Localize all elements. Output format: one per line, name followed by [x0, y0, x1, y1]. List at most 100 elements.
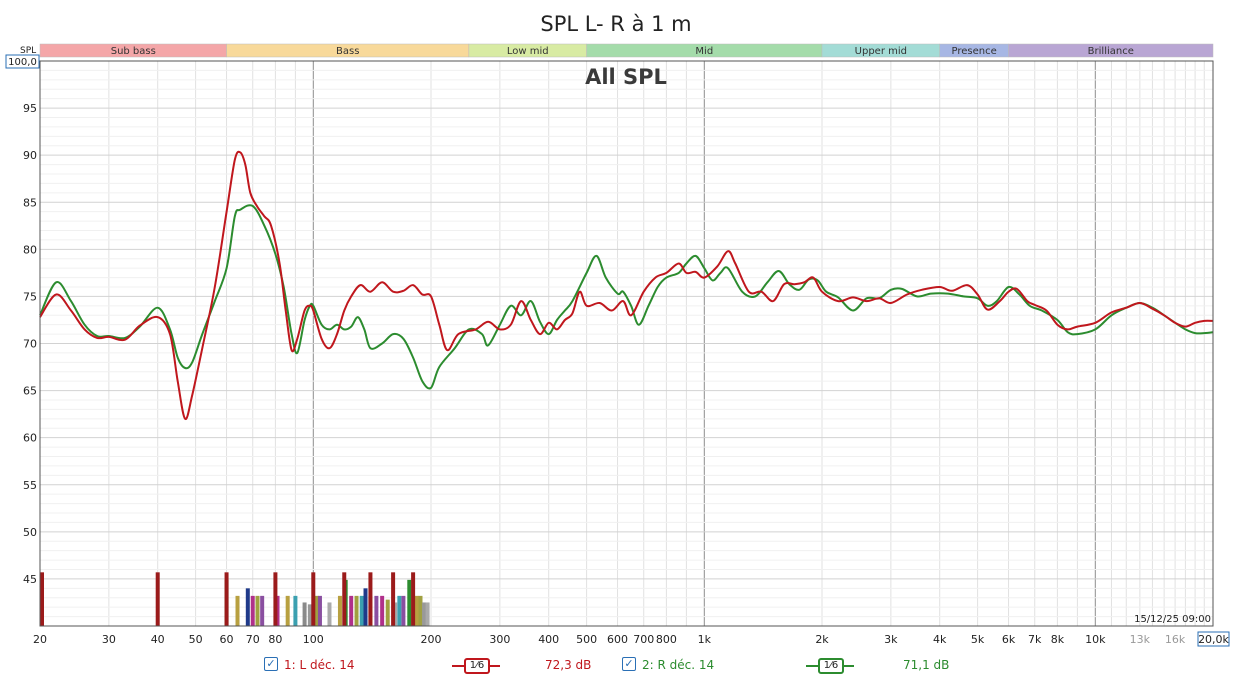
marker-bar: [275, 595, 280, 626]
plot-frame: [39, 60, 1214, 627]
x-tick-label: 500: [576, 633, 597, 646]
band-label: Low mid: [507, 46, 549, 57]
marker-bar: [425, 602, 430, 626]
series1-smoothing-value: 1⁄6: [464, 658, 490, 674]
marker-bar: [293, 595, 298, 626]
series-line-2: [39, 204, 1214, 390]
marker-bar: [260, 595, 265, 626]
frequency-markers: [40, 572, 430, 626]
x-tick-label: 40: [151, 633, 165, 646]
series-line-1: [39, 150, 1214, 420]
series2-checkbox[interactable]: ✓: [622, 657, 636, 671]
series2-smoothing[interactable]: 1⁄6: [806, 657, 854, 674]
x-tick-label: 200: [421, 633, 442, 646]
y-top-value: 100,0: [8, 57, 37, 68]
y-axis-unit: SPL: [20, 46, 36, 56]
series2-label: 2: R déc. 14: [642, 658, 715, 672]
marker-bar: [380, 595, 385, 626]
marker-bar: [337, 595, 342, 626]
marker-bar: [314, 595, 319, 626]
marker-bar: [285, 595, 290, 626]
y-tick-label: 85: [23, 196, 37, 209]
marker-bar-red: [273, 572, 278, 626]
band-label: Presence: [952, 46, 997, 57]
x-tick-label: 30: [102, 633, 116, 646]
marker-bar: [235, 595, 240, 626]
marker-bar: [374, 595, 379, 626]
marker-bar: [327, 602, 332, 626]
x-tick-label: 800: [656, 633, 677, 646]
x-tick-label: 50: [189, 633, 203, 646]
spl-chart[interactable]: SPL L- R à 1 m SPL Sub bass Bass Low mid Mi…: [0, 0, 1233, 651]
x-tick-label: 100: [303, 633, 324, 646]
y-tick-label: 70: [23, 338, 37, 351]
marker-bar-red: [40, 572, 44, 626]
check-icon: ✓: [624, 657, 634, 670]
series1-label: 1: L déc. 14: [284, 658, 355, 672]
grid-lines: [40, 61, 1213, 626]
x-right-value-box[interactable]: 20,0k: [1197, 631, 1230, 647]
marker-bar: [349, 595, 354, 626]
band-label: Mid: [695, 46, 713, 57]
marker-bar: [302, 602, 307, 626]
series1-smoothing[interactable]: 1⁄6: [452, 657, 500, 674]
series1-checkbox[interactable]: ✓: [264, 657, 278, 671]
marker-bar: [245, 588, 250, 626]
frequency-bands: Sub bass Bass Low mid Mid Upper mid Presence B…: [39, 43, 1214, 58]
overlay-label: All SPL: [585, 65, 667, 89]
x-tick-label: 2k: [815, 633, 829, 646]
marker-bar: [407, 579, 412, 626]
marker-bar: [317, 595, 322, 626]
marker-bar: [255, 595, 260, 626]
x-tick-label: 16k: [1165, 633, 1186, 646]
marker-bar: [385, 599, 390, 626]
x-tick-label: 6k: [1002, 633, 1016, 646]
marker-bar: [363, 588, 368, 626]
x-right-value: 20,0k: [1198, 633, 1229, 646]
series2-smoothing-value: 1⁄6: [818, 658, 844, 674]
band-label: Brilliance: [1088, 46, 1134, 57]
check-icon: ✓: [266, 657, 276, 670]
marker-bar: [418, 595, 423, 626]
series2-level: 71,1 dB: [903, 658, 950, 672]
marker-bar-red: [311, 572, 316, 626]
y-top-value-box[interactable]: 100,0: [5, 54, 40, 69]
marker-bar: [422, 602, 427, 626]
chart-title: SPL L- R à 1 m: [540, 12, 691, 36]
x-tick-label: 8k: [1051, 633, 1065, 646]
x-tick-label: 4k: [933, 633, 947, 646]
legend-bar: ✓ 1: L déc. 14 1⁄6 72,3 dB ✓ 2: R déc. 1…: [0, 651, 1233, 677]
marker-bar: [359, 595, 364, 626]
x-tick-label: 70: [246, 633, 260, 646]
band-label: Sub bass: [111, 46, 156, 57]
marker-bar: [397, 595, 402, 626]
band-label: Bass: [336, 46, 359, 57]
y-tick-label: 95: [23, 102, 37, 115]
marker-bar-red: [411, 572, 416, 626]
x-tick-label: 300: [489, 633, 510, 646]
spl-curves: [39, 150, 1214, 420]
y-tick-label: 45: [23, 573, 37, 586]
marker-bar-red: [224, 572, 229, 626]
y-tick-label: 50: [23, 526, 37, 539]
x-tick-label: 700: [633, 633, 654, 646]
x-axis-labels: 20 30 40 50 60 70 80 100 200 300 400 500 600 700 800 1k…: [33, 633, 1186, 646]
y-tick-label: 65: [23, 385, 37, 398]
x-tick-label: 80: [268, 633, 282, 646]
x-tick-label: 3k: [884, 633, 898, 646]
y-tick-label: 60: [23, 432, 37, 445]
y-tick-label: 75: [23, 290, 37, 303]
series1-level: 72,3 dB: [545, 658, 592, 672]
x-tick-label: 5k: [971, 633, 985, 646]
y-tick-label: 80: [23, 243, 37, 256]
timestamp: 15/12/25 09:00: [1134, 614, 1211, 625]
marker-bar: [414, 595, 419, 626]
marker-bar: [250, 595, 255, 626]
x-tick-label: 1k: [698, 633, 712, 646]
y-tick-label: 55: [23, 479, 37, 492]
marker-bar: [307, 604, 312, 626]
x-tick-label: 400: [538, 633, 559, 646]
y-tick-label: 90: [23, 149, 37, 162]
x-tick-label: 60: [220, 633, 234, 646]
marker-bar-red: [342, 572, 347, 626]
